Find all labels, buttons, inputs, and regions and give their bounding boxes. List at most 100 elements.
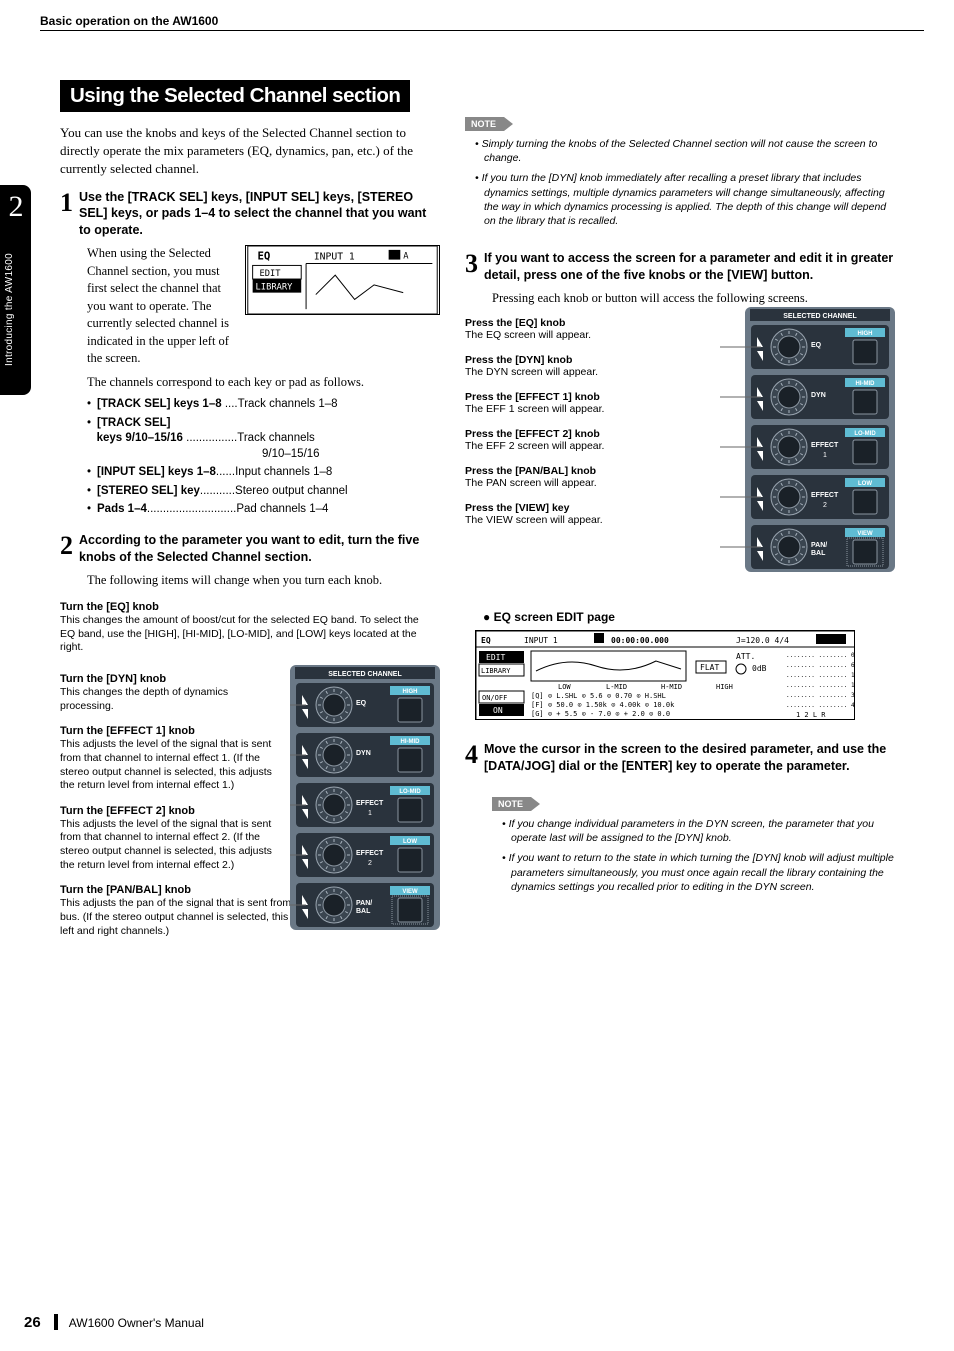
svg-text:0dB: 0dB — [752, 664, 767, 673]
svg-text:HIGH: HIGH — [403, 689, 418, 695]
step-1-number: 1 — [60, 191, 73, 214]
svg-text:EDIT: EDIT — [486, 653, 505, 662]
step-1-bullets: •[TRACK SEL] keys 1–8 ....Track channels… — [87, 397, 440, 518]
svg-text:L-MID: L-MID — [606, 683, 627, 691]
svg-text:INPUT 1: INPUT 1 — [314, 252, 355, 263]
intro-text: You can use the knobs and keys of the Se… — [60, 124, 440, 179]
svg-text:[G] ⊙ + 5.5 ⊙ - 7.0 ⊙ + 2.0: [G] ⊙ + 5.5 ⊙ - 7.0 ⊙ + 2.0 ⊙ 0.0 — [531, 710, 670, 718]
lcd-snippet-step1: EQ INPUT 1 EDIT LIBRARY A — [245, 245, 440, 315]
step-2-number: 2 — [60, 534, 73, 557]
section-title: Using the Selected Channel section — [60, 80, 410, 112]
svg-text:HI-MID: HI-MID — [856, 381, 876, 387]
chapter-number: 2 — [2, 190, 30, 224]
svg-text:FLAT: FLAT — [700, 663, 719, 672]
knob-eff1-head: Turn the [EFFECT 1] knob — [60, 725, 280, 737]
svg-text:ON/OFF: ON/OFF — [482, 694, 507, 702]
svg-text:EFFECT: EFFECT — [356, 850, 384, 857]
page-number: 26 — [24, 1314, 41, 1331]
knob-eff2-body: This adjusts the level of the signal tha… — [60, 818, 280, 873]
svg-text:H-MID: H-MID — [661, 683, 682, 691]
svg-text:EFFECT: EFFECT — [811, 442, 839, 449]
svg-text:........ ........ 30: ........ ........ 30 — [786, 692, 855, 699]
svg-text:HIGH: HIGH — [858, 331, 873, 337]
step-4: 4 Move the cursor in the screen to the d… — [465, 741, 895, 775]
svg-text:........ ........ 6: ........ ........ 6 — [786, 662, 855, 669]
step-1-body-2: The channels correspond to each key or p… — [87, 374, 440, 392]
note-2-list: • If you change individual parameters in… — [502, 817, 895, 894]
knob-eq-body: This changes the amount of boost/cut for… — [60, 614, 420, 655]
header-rule — [40, 30, 924, 31]
svg-text:J=120.0 4/4: J=120.0 4/4 — [736, 636, 789, 645]
svg-text:LIBRARY: LIBRARY — [481, 667, 511, 675]
knob-eq-head: Turn the [EQ] knob — [60, 601, 280, 613]
svg-text:........ ........ 18: ........ ........ 18 — [786, 682, 855, 689]
svg-text:HI-MID: HI-MID — [401, 739, 421, 745]
manual-name: AW1600 Owner's Manual — [69, 1316, 204, 1330]
step-3-heading: If you want to access the screen for a p… — [484, 250, 895, 284]
svg-text:ATT.: ATT. — [736, 652, 755, 661]
svg-text:EQ: EQ — [481, 636, 491, 645]
svg-text:........ ........ 12: ........ ........ 12 — [786, 672, 855, 679]
svg-text:2: 2 — [368, 860, 372, 867]
svg-text:PAN/: PAN/ — [356, 900, 372, 907]
svg-text:VIEW: VIEW — [857, 531, 873, 537]
svg-text:A: A — [403, 252, 409, 262]
svg-text:1 2 L R: 1 2 L R — [796, 711, 826, 719]
knob-eff2-head: Turn the [EFFECT 2] knob — [60, 805, 280, 817]
svg-text:EQ: EQ — [811, 342, 822, 349]
svg-text:1: 1 — [368, 810, 372, 817]
knob-dyn-body: This changes the depth of dynamics proce… — [60, 686, 280, 713]
step-1-body-1: When using the Selected Channel section,… — [87, 245, 237, 368]
svg-text:LO-MID: LO-MID — [854, 431, 876, 437]
step-2-heading: According to the parameter you want to e… — [79, 532, 440, 566]
step-4-number: 4 — [465, 743, 478, 766]
svg-text:EFFECT: EFFECT — [811, 492, 839, 499]
step-1: 1 Use the [TRACK SEL] keys, [INPUT SEL] … — [60, 189, 440, 518]
footer: 26 AW1600 Owner's Manual — [24, 1314, 204, 1331]
svg-text:........ ........ 0: ........ ........ 0 — [786, 652, 855, 659]
svg-text:EFFECT: EFFECT — [356, 800, 384, 807]
step-3-number: 3 — [465, 252, 478, 275]
eq-section-title: ● EQ screen EDIT page — [483, 610, 895, 624]
svg-text:LIBRARY: LIBRARY — [256, 283, 294, 293]
svg-text:1: 1 — [823, 452, 827, 459]
svg-text:SELECTED CHANNEL: SELECTED CHANNEL — [783, 313, 857, 320]
step-3: 3 If you want to access the screen for a… — [465, 250, 895, 307]
svg-text:[Q] ⊙ L.SHL ⊙ 5.6 ⊙ 0.70: [Q] ⊙ L.SHL ⊙ 5.6 ⊙ 0.70 ⊙ H.SHL — [531, 692, 666, 700]
svg-text:SELECTED CHANNEL: SELECTED CHANNEL — [328, 671, 402, 678]
footer-divider — [54, 1314, 58, 1330]
svg-text:DYN: DYN — [811, 392, 826, 399]
svg-text:BAL: BAL — [811, 550, 826, 557]
note-tag-2: NOTE — [492, 797, 531, 811]
svg-text:EQ: EQ — [356, 700, 367, 707]
svg-text:BAL: BAL — [356, 908, 371, 915]
svg-text:LOW: LOW — [403, 839, 417, 845]
svg-text:00:00:00.000: 00:00:00.000 — [611, 636, 669, 645]
step-2: 2 According to the parameter you want to… — [60, 532, 440, 589]
svg-text:HIGH: HIGH — [716, 683, 733, 691]
svg-text:LOW: LOW — [558, 683, 571, 691]
svg-text:EQ: EQ — [258, 250, 271, 263]
svg-text:ON: ON — [493, 706, 503, 715]
svg-text:2: 2 — [823, 502, 827, 509]
svg-text:LOW: LOW — [858, 481, 872, 487]
svg-text:DYN: DYN — [356, 750, 371, 757]
knob-dyn-head: Turn the [DYN] knob — [60, 673, 280, 685]
chapter-label: Introducing the AW1600 — [4, 240, 15, 380]
step-1-heading: Use the [TRACK SEL] keys, [INPUT SEL] ke… — [79, 189, 440, 240]
selected-channel-panel-right: SELECTED CHANNEL EQ HIGH DYN HI-MID EFFECT 1 L… — [720, 307, 895, 572]
note-1-list: • Simply turning the knobs of the Select… — [475, 137, 895, 228]
header-breadcrumb: Basic operation on the AW1600 — [40, 14, 218, 28]
step-3-body: Pressing each knob or button will access… — [492, 290, 895, 308]
step-2-body: The following items will change when you… — [87, 572, 440, 590]
svg-text:LO-MID: LO-MID — [399, 789, 421, 795]
selected-channel-panel-left: SELECTED CHANNEL EQ HIGH DYN HI-MID EFFECT 1 L… — [290, 665, 440, 930]
knob-eff1-body: This adjusts the level of the signal tha… — [60, 738, 280, 793]
svg-text:........ ........ 48: ........ ........ 48 — [786, 702, 855, 709]
press-list: Press the [EQ] knobThe EQ screen will ap… — [465, 317, 700, 526]
svg-text:INPUT 1: INPUT 1 — [524, 636, 558, 645]
svg-text:[F] ⊙ 50.0 ⊙ 1.50k ⊙ 4.00k: [F] ⊙ 50.0 ⊙ 1.50k ⊙ 4.00k ⊙ 10.0k — [531, 701, 675, 709]
svg-text:VIEW: VIEW — [402, 889, 418, 895]
step-4-heading: Move the cursor in the screen to the des… — [484, 741, 895, 775]
svg-text:EDIT: EDIT — [259, 269, 281, 279]
